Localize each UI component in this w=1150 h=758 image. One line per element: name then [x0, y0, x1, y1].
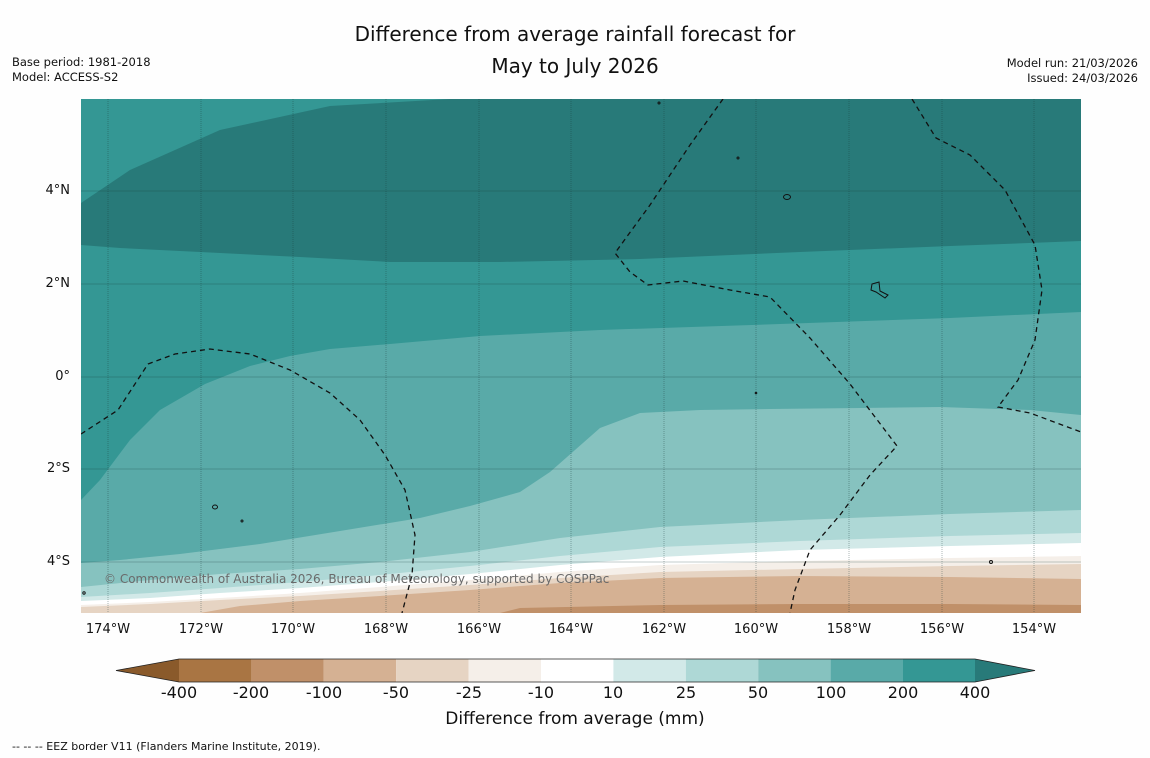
- lon-label: 158°W: [826, 622, 872, 637]
- chart-title: Difference from average rainfall forecas…: [0, 18, 1150, 82]
- colorbar-segment: [323, 659, 397, 682]
- island: [657, 101, 661, 105]
- island: [82, 591, 86, 595]
- lon-label: 160°W: [733, 622, 779, 637]
- footnote: -- -- -- EEZ border V11 (Flanders Marine…: [12, 740, 321, 753]
- lat-label: 0°: [55, 369, 70, 384]
- rainfall-map: [81, 99, 1081, 613]
- lon-label: 166°W: [456, 622, 502, 637]
- colorbar-label: -50: [382, 683, 410, 702]
- colorbar-segment: [468, 659, 541, 682]
- lat-label: 2°S: [46, 461, 70, 476]
- lon-label: 154°W: [1011, 622, 1057, 637]
- islands: [82, 101, 993, 595]
- colorbar-segment: [541, 659, 614, 682]
- band-gt-400: [81, 99, 1081, 262]
- lat-label: 4°S: [46, 554, 70, 569]
- colorbar-label: -200: [232, 683, 270, 702]
- lon-label: 156°W: [919, 622, 965, 637]
- colorbar: [115, 658, 1036, 683]
- colorbar-label: 10: [602, 683, 624, 702]
- colorbar-segment: [179, 659, 252, 682]
- colorbar-segment: [396, 659, 469, 682]
- lat-gridlines: [81, 190, 1081, 563]
- title-line-2: May to July 2026: [491, 54, 659, 78]
- colorbar-label: -25: [455, 683, 483, 702]
- colorbar-label: 25: [675, 683, 697, 702]
- lat-label: 4°N: [45, 183, 71, 198]
- eez-borders: [81, 99, 1081, 613]
- island: [989, 560, 993, 564]
- meta-left: Base period: 1981-2018 Model: ACCESS-S2: [12, 55, 151, 85]
- lon-label: 170°W: [270, 622, 316, 637]
- colorbar-label: 100: [815, 683, 847, 702]
- lon-gridlines: [107, 99, 1035, 613]
- band-minus-50-100: [200, 576, 1081, 613]
- colorbar-segment: [251, 659, 324, 682]
- model-name: Model: ACCESS-S2: [12, 70, 119, 84]
- colorbar-segment: [758, 659, 831, 682]
- issued-date: Issued: 24/03/2026: [1027, 71, 1138, 85]
- colorbar-segment: [685, 659, 759, 682]
- colorbar-label: -100: [305, 683, 343, 702]
- island: [736, 156, 740, 160]
- title-line-1: Difference from average rainfall forecas…: [354, 22, 796, 46]
- base-period: Base period: 1981-2018: [12, 55, 151, 69]
- colorbar-label: 400: [959, 683, 991, 702]
- copyright-notice: © Commonwealth of Australia 2026, Bureau…: [104, 572, 610, 586]
- meta-right: Model run: 21/03/2026 Issued: 24/03/2026: [1007, 56, 1138, 86]
- lon-label: 164°W: [548, 622, 594, 637]
- colorbar-outline: [115, 658, 1036, 683]
- colorbar-label: -10: [527, 683, 555, 702]
- eez-border-east: [911, 99, 1081, 433]
- island: [212, 504, 218, 510]
- lon-label: 162°W: [641, 622, 687, 637]
- colorbar-label: 50: [747, 683, 769, 702]
- island: [783, 194, 791, 200]
- island: [754, 391, 758, 395]
- colorbar-title: Difference from average (mm): [445, 709, 705, 729]
- model-run: Model run: 21/03/2026: [1006, 56, 1138, 70]
- island: [240, 519, 244, 523]
- colorbar-extend-high: [975, 659, 1035, 682]
- lat-label: 2°N: [45, 276, 71, 291]
- colorbar-label: 200: [887, 683, 919, 702]
- colorbar-segment: [903, 659, 975, 682]
- colorbar-extend-low: [116, 659, 179, 682]
- eez-border-west: [81, 348, 416, 613]
- lon-label: 174°W: [85, 622, 131, 637]
- eez-border-central: [614, 99, 898, 613]
- island: [870, 281, 889, 299]
- lon-label: 172°W: [178, 622, 224, 637]
- colorbar-label: -400: [160, 683, 198, 702]
- colorbar-segment: [830, 659, 903, 682]
- lon-label: 168°W: [363, 622, 409, 637]
- colorbar-segment: [613, 659, 686, 682]
